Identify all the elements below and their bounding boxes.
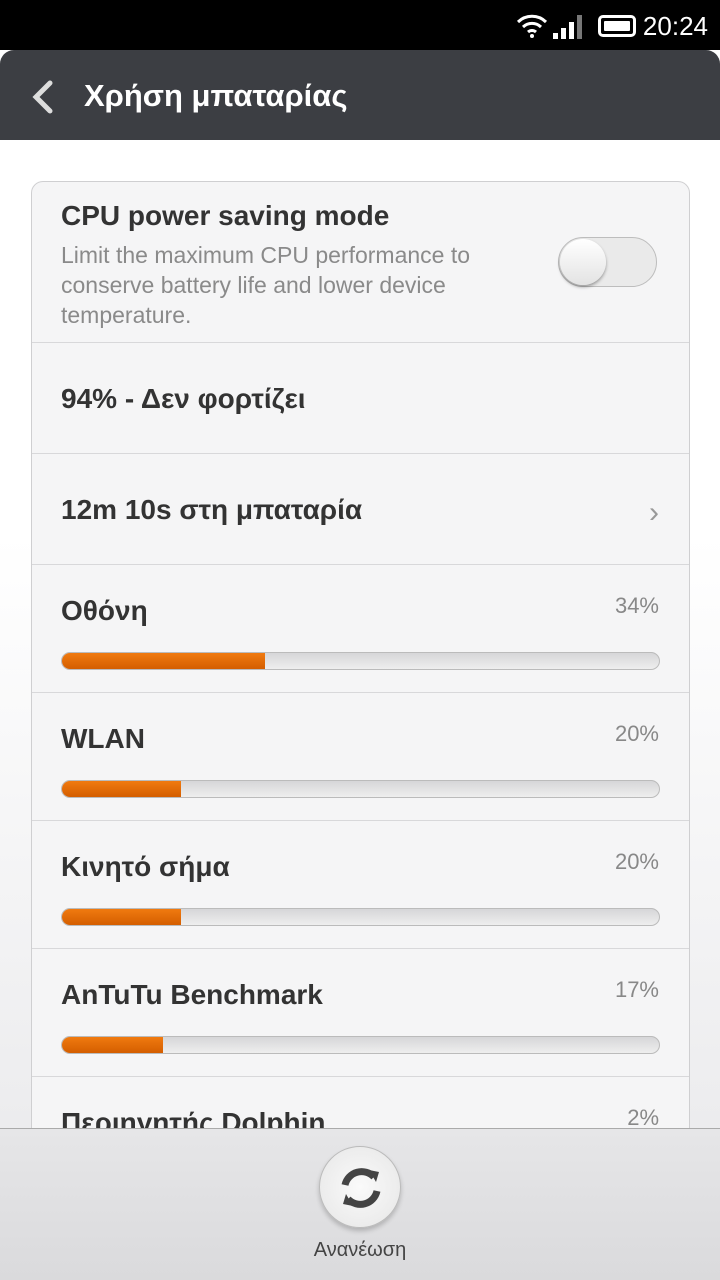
cpu-power-saving-toggle[interactable] (558, 237, 657, 287)
usage-percent: 17% (614, 977, 659, 1002)
status-bar: 20:24 (0, 0, 720, 50)
usage-item[interactable]: AnTuTu Benchmark 17% (32, 949, 689, 1077)
cpu-power-saving-row[interactable]: CPU power saving mode Limit the maximum … (32, 182, 689, 343)
usage-percent: 2% (627, 1105, 659, 1128)
usage-name: Κινητό σήμα (61, 851, 230, 882)
chevron-right-icon: › (649, 496, 659, 529)
usage-item[interactable]: WLAN 20% (32, 693, 689, 821)
usage-percent: 20% (614, 849, 659, 874)
cpu-description: Limit the maximum CPU performance to con… (61, 242, 471, 328)
battery-icon (598, 15, 636, 37)
bottom-bar: Ανανέωση (0, 1128, 720, 1280)
usage-name: WLAN (61, 723, 145, 754)
usage-name: Περιηγητής Dolphin (61, 1107, 326, 1128)
page-title: Χρήση μπαταρίας (84, 78, 348, 113)
clock: 20:24 (642, 11, 708, 41)
usage-item[interactable]: Περιηγητής Dolphin 2% (32, 1077, 689, 1128)
usage-bar (61, 908, 660, 926)
battery-status: 94% - Δεν φορτίζει (61, 383, 306, 414)
usage-item[interactable]: Κινητό σήμα 20% (32, 821, 689, 949)
content[interactable]: CPU power saving mode Limit the maximum … (0, 140, 720, 1128)
battery-status-row: 94% - Δεν φορτίζει (32, 343, 689, 454)
usage-bar (61, 1036, 660, 1054)
cpu-title: CPU power saving mode (61, 200, 390, 231)
back-icon[interactable] (30, 80, 54, 114)
usage-bar (61, 652, 660, 670)
refresh-icon (341, 1168, 381, 1208)
action-bar: Χρήση μπαταρίας (0, 50, 720, 140)
usage-bar-fill (62, 653, 265, 669)
on-battery-row[interactable]: 12m 10s στη μπαταρία › (32, 454, 689, 565)
usage-bar-fill (62, 781, 182, 797)
signal-icon (553, 15, 582, 39)
refresh-label: Ανανέωση (313, 1239, 407, 1261)
usage-percent: 20% (614, 721, 659, 746)
usage-item[interactable]: Οθόνη 34% (32, 565, 689, 693)
usage-bar-fill (62, 909, 182, 925)
on-battery-time: 12m 10s στη μπαταρία (61, 494, 363, 525)
usage-name: AnTuTu Benchmark (61, 979, 323, 1010)
usage-percent: 34% (614, 593, 659, 618)
usage-bar (61, 780, 660, 798)
usage-bar-fill (62, 1037, 164, 1053)
usage-name: Οθόνη (61, 595, 148, 626)
toggle-knob (560, 239, 606, 285)
wifi-icon (516, 14, 548, 38)
battery-card: CPU power saving mode Limit the maximum … (31, 181, 690, 1128)
refresh-button[interactable] (319, 1146, 401, 1228)
